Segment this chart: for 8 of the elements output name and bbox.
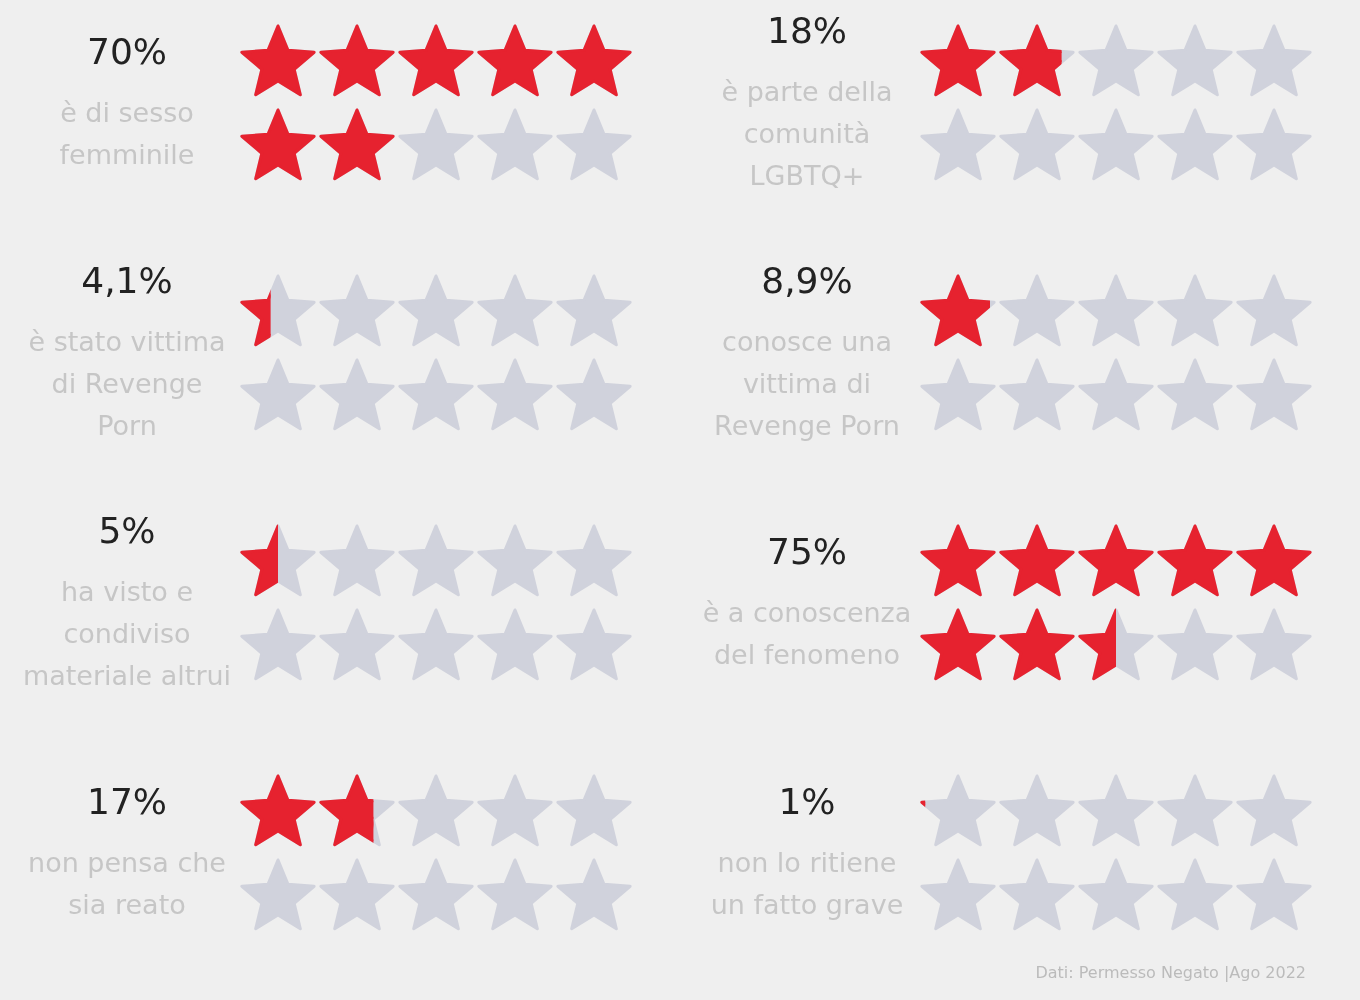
data-label: 17%: [86, 781, 168, 822]
data-label: 4,1%: [81, 260, 173, 301]
data-label: 5%: [98, 510, 156, 551]
data-label: 18%: [766, 10, 848, 51]
data-label: 8,9%: [761, 260, 853, 301]
data-label: 70%: [86, 31, 168, 72]
data-label: 1%: [778, 781, 836, 822]
data-label: 75%: [766, 531, 848, 572]
